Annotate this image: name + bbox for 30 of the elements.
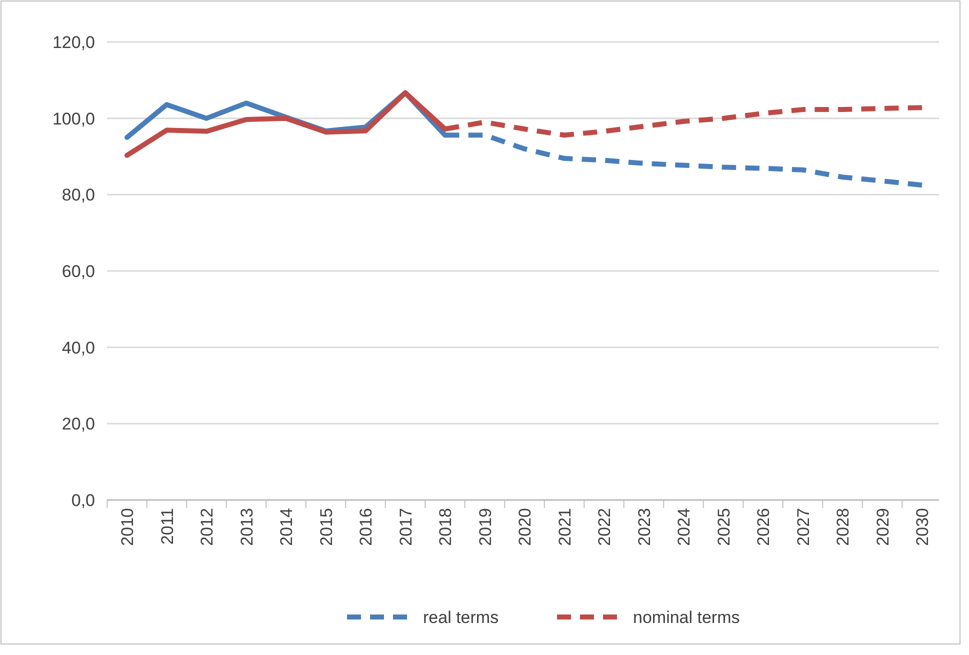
x-tick-label: 2028 (834, 508, 852, 546)
x-tick-label: 2025 (714, 508, 734, 546)
x-tick-label: 2024 (674, 508, 694, 546)
x-tick-label: 2010 (118, 508, 137, 546)
x-tick-label: 2015 (316, 508, 336, 546)
x-tick-label: 2020 (516, 508, 534, 546)
y-tick-label: 100,0 (52, 109, 95, 128)
x-tick-label: 2011 (158, 508, 177, 545)
y-tick-label: 60,0 (62, 262, 95, 281)
x-tick-label: 2018 (436, 508, 455, 546)
x-tick-label: 2019 (476, 508, 495, 546)
x-tick-label: 2013 (237, 508, 256, 546)
x-tick-label: 2023 (634, 508, 654, 546)
y-tick-label: 0,0 (71, 490, 95, 510)
x-tick-label: 2030 (913, 508, 932, 546)
x-tick-label: 2021 (555, 508, 574, 546)
y-tick-label: 80,0 (62, 186, 95, 205)
legend-label: nominal terms (633, 608, 740, 627)
x-tick-label: 2014 (277, 508, 296, 546)
x-tick-label: 2022 (595, 508, 614, 546)
y-tick-label: 20,0 (62, 414, 95, 434)
x-tick-label: 2017 (396, 508, 416, 546)
y-tick-label: 120,0 (52, 32, 95, 52)
x-tick-label: 2012 (198, 508, 216, 546)
x-tick-label: 2027 (794, 508, 813, 546)
legend-label: real terms (423, 608, 499, 627)
y-tick-label: 40,0 (62, 338, 95, 358)
x-tick-label: 2026 (754, 508, 773, 546)
x-tick-label: 2029 (873, 508, 892, 546)
x-tick-label: 2016 (356, 508, 376, 546)
